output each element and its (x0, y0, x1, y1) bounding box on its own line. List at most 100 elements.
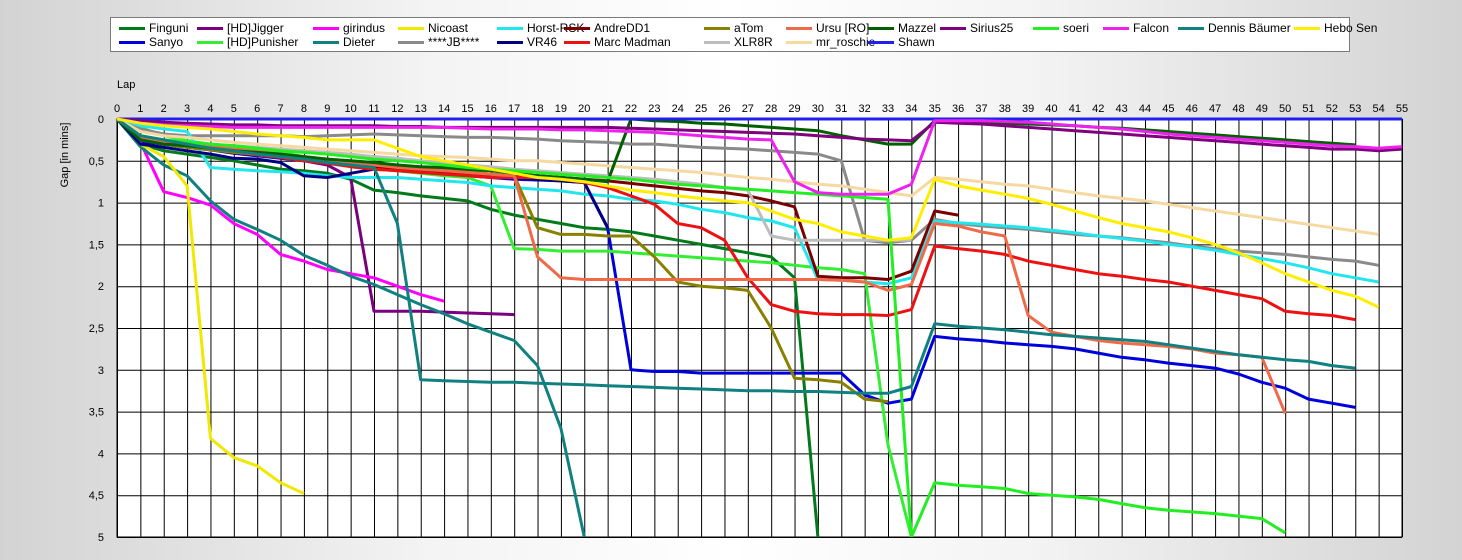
x-tick-label: 40 (1045, 103, 1057, 115)
legend-swatch (398, 41, 424, 44)
x-tick-label: 10 (345, 103, 357, 115)
x-tick-label: 36 (952, 103, 964, 115)
series-line-horst-rsk (117, 117, 1379, 286)
series-group (117, 117, 1402, 537)
y-tick-label: 1 (98, 198, 104, 210)
legend-label: Marc Madman (594, 35, 671, 49)
series-line-finguni (117, 117, 820, 537)
x-tick-label: 24 (672, 103, 684, 115)
series-line-mr-roschie (117, 117, 1379, 236)
x-tick-label: 46 (1186, 103, 1198, 115)
x-tick-label: 42 (1092, 103, 1104, 115)
legend-label: AndreDD1 (594, 21, 651, 35)
legend-swatch (398, 27, 424, 30)
legend-swatch (704, 27, 730, 30)
legend-label: Shawn (898, 35, 935, 49)
legend-label: Nicoast (428, 21, 469, 35)
x-tick-label: 5 (231, 103, 237, 115)
x-tick-label: 41 (1069, 103, 1081, 115)
x-tick-label: 55 (1396, 103, 1408, 115)
x-tick-label: 32 (859, 103, 871, 115)
x-tick-label: 14 (438, 103, 450, 115)
legend-swatch (497, 41, 523, 44)
x-tick-label: 23 (648, 103, 660, 115)
x-tick-label: 47 (1209, 103, 1221, 115)
legend-label: XLR8R (734, 35, 773, 49)
x-tick-label: 13 (415, 103, 427, 115)
legend-label: Horst-RSK (527, 21, 585, 35)
legend-swatch (119, 41, 145, 44)
legend-swatch (564, 41, 590, 44)
legend-swatch (704, 41, 730, 44)
series-line-jb (117, 117, 1379, 267)
series-line-falcon (117, 117, 1402, 196)
legend-swatch (786, 41, 812, 44)
legend-swatch (313, 27, 339, 30)
x-tick-label: 39 (1022, 103, 1034, 115)
y-tick-label: 1,5 (89, 239, 104, 251)
x-tick-label: 44 (1139, 103, 1151, 115)
x-tick-label: 16 (485, 103, 497, 115)
legend-label: soeri (1063, 21, 1090, 35)
x-tick-label: 28 (765, 103, 777, 115)
legend-label: Sanyo (149, 35, 184, 49)
x-tick-label: 22 (625, 103, 637, 115)
x-tick-label: 37 (975, 103, 987, 115)
legend-swatch (197, 27, 223, 30)
plot-grid (116, 118, 1403, 538)
y-tick-label: 2 (98, 281, 104, 293)
x-tick-label: 35 (929, 103, 941, 115)
legend-swatch (313, 41, 339, 44)
x-tick-label: 17 (508, 103, 520, 115)
legend-swatch (497, 27, 523, 30)
legend-label: Mazzel (898, 21, 937, 35)
legend-label: [HD]Punisher (227, 35, 299, 49)
x-tick-label: 29 (788, 103, 800, 115)
y-tick-label: 4 (98, 448, 104, 460)
series-line-dennis-b-umer (117, 117, 1356, 395)
series-line-soeri (117, 117, 1286, 537)
y-tick-label: 3 (98, 365, 104, 377)
x-tick-label: 25 (695, 103, 707, 115)
legend-swatch (940, 27, 966, 30)
x-tick-label: 0 (114, 103, 120, 115)
legend-label: [HD]Jigger (227, 21, 284, 35)
legend-label: aTom (734, 21, 764, 35)
series-line-hebo-sen (117, 117, 1380, 309)
legend-label: Finguni (149, 21, 189, 35)
y-tick-label: 3,5 (89, 407, 104, 419)
legend-label: Falcon (1133, 21, 1170, 35)
x-tick-label: 34 (905, 103, 917, 115)
legend-swatch (868, 41, 894, 44)
x-tick-label: 26 (718, 103, 730, 115)
x-tick-label: 38 (999, 103, 1011, 115)
x-tick-label: 33 (882, 103, 894, 115)
x-tick-label: 8 (301, 103, 307, 115)
x-tick-label: 19 (555, 103, 567, 115)
y-tick-label: 0 (98, 114, 104, 126)
legend-swatch (786, 27, 812, 30)
legend-label: VR46 (527, 35, 558, 49)
x-tick-label: 21 (602, 103, 614, 115)
x-tick-label: 7 (277, 103, 283, 115)
y-tick-label: 0,5 (89, 156, 104, 168)
series-line-dieter (117, 118, 586, 537)
x-tick-label: 52 (1326, 103, 1338, 115)
legend-label: mr_roschie (816, 35, 876, 49)
chart-legend: Finguni [HD]Jigger girindus Nicoast Horst-RS… (110, 17, 1377, 52)
legend-label: Hebo Sen (1324, 21, 1378, 35)
legend-swatch (1103, 27, 1129, 30)
y-tick-label: 2,5 (89, 323, 104, 335)
x-tick-label: 4 (207, 103, 213, 115)
x-tick-label: 48 (1232, 103, 1244, 115)
legend-label: Sirius25 (970, 21, 1014, 35)
y-axis-label: Gap [in mins] (59, 123, 71, 188)
x-tick-label: 18 (531, 103, 543, 115)
x-tick-label: 45 (1162, 103, 1174, 115)
y-tick-label: 5 (98, 532, 104, 544)
legend-label: Ursu [RO] (816, 21, 870, 35)
x-tick-label: 12 (391, 103, 403, 115)
legend-swatch (119, 27, 145, 30)
x-tick-label: 54 (1373, 103, 1385, 115)
